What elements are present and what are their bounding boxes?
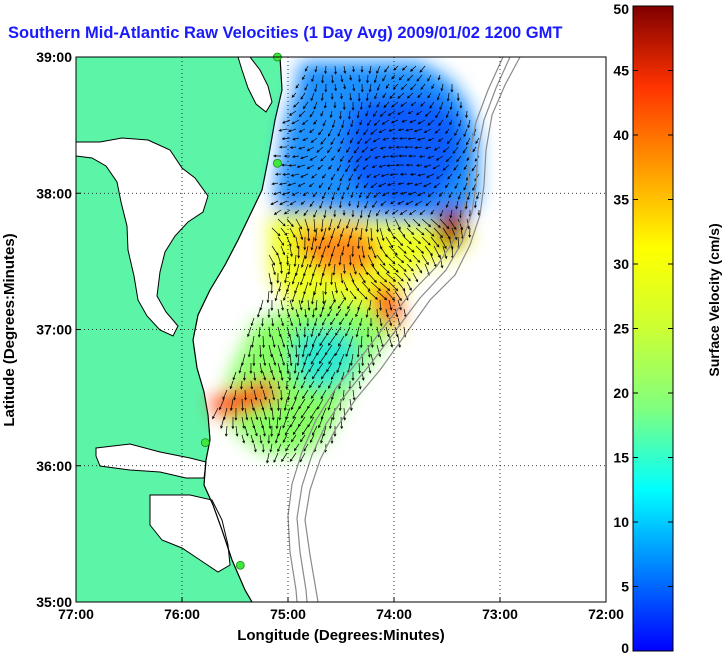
velocity-field xyxy=(212,62,481,464)
speed-region-east-hotspot xyxy=(438,208,466,250)
bathymetry-contour xyxy=(287,57,504,602)
y-tick-label: 37:00 xyxy=(36,322,72,338)
speed-region-north-center xyxy=(345,95,462,210)
x-tick-label: 75:00 xyxy=(270,606,306,622)
chart-title: Southern Mid-Atlantic Raw Velocities (1 … xyxy=(8,24,563,42)
bathymetry-contour xyxy=(304,57,521,602)
colorbar-tick-label: 45 xyxy=(613,63,629,79)
colorbar-tick-label: 10 xyxy=(613,514,629,530)
colorbar-tick-label: 40 xyxy=(613,127,629,143)
x-tick-label: 74:00 xyxy=(376,606,412,622)
colorbar-tick-label: 5 xyxy=(621,579,629,595)
y-tick-label: 36:00 xyxy=(36,458,72,474)
grid xyxy=(76,57,606,602)
x-tick-label: 72:00 xyxy=(588,606,624,622)
axis-ticks: 77:00 76:00 75:00 74:00 73:00 72:00 35:00 36:00… xyxy=(36,49,624,622)
colorbar-tick-label: 35 xyxy=(613,192,629,208)
y-tick-label: 35:00 xyxy=(36,594,72,610)
station-marker xyxy=(235,560,245,570)
chesapeake-bay xyxy=(76,137,209,337)
colorbar-ticks: 0 5 10 15 20 25 30 35 40 45 50 xyxy=(613,1,673,656)
pamlico-sound xyxy=(149,494,231,573)
x-tick-label: 77:00 xyxy=(58,606,94,622)
colorbar-tick-label: 15 xyxy=(613,450,629,466)
delaware-bay xyxy=(237,57,273,113)
colorbar xyxy=(632,5,674,652)
colorbar-tick-label: 30 xyxy=(613,256,629,272)
y-tick-label: 38:00 xyxy=(36,185,72,201)
colorbar-tick-label: 20 xyxy=(613,385,629,401)
colorbar-tick-label: 25 xyxy=(613,321,629,337)
x-tick-label: 73:00 xyxy=(482,606,518,622)
colorbar-label: Surface Velocity (cm/s) xyxy=(706,223,722,376)
albemarle-sound xyxy=(95,443,207,479)
station-marker xyxy=(200,438,210,447)
colorbar-tick-label: 0 xyxy=(621,640,629,656)
station-markers xyxy=(200,52,282,570)
x-axis-label: Longitude (Degrees:Minutes) xyxy=(237,627,445,644)
y-axis-label: Latitude (Degrees:Minutes) xyxy=(1,233,18,426)
colorbar-tick-label: 50 xyxy=(613,1,629,17)
y-tick-label: 39:00 xyxy=(36,49,72,65)
coastline xyxy=(192,57,283,602)
x-tick-label: 76:00 xyxy=(164,606,200,622)
station-marker xyxy=(272,158,282,168)
bathymetry-contour xyxy=(296,57,511,602)
